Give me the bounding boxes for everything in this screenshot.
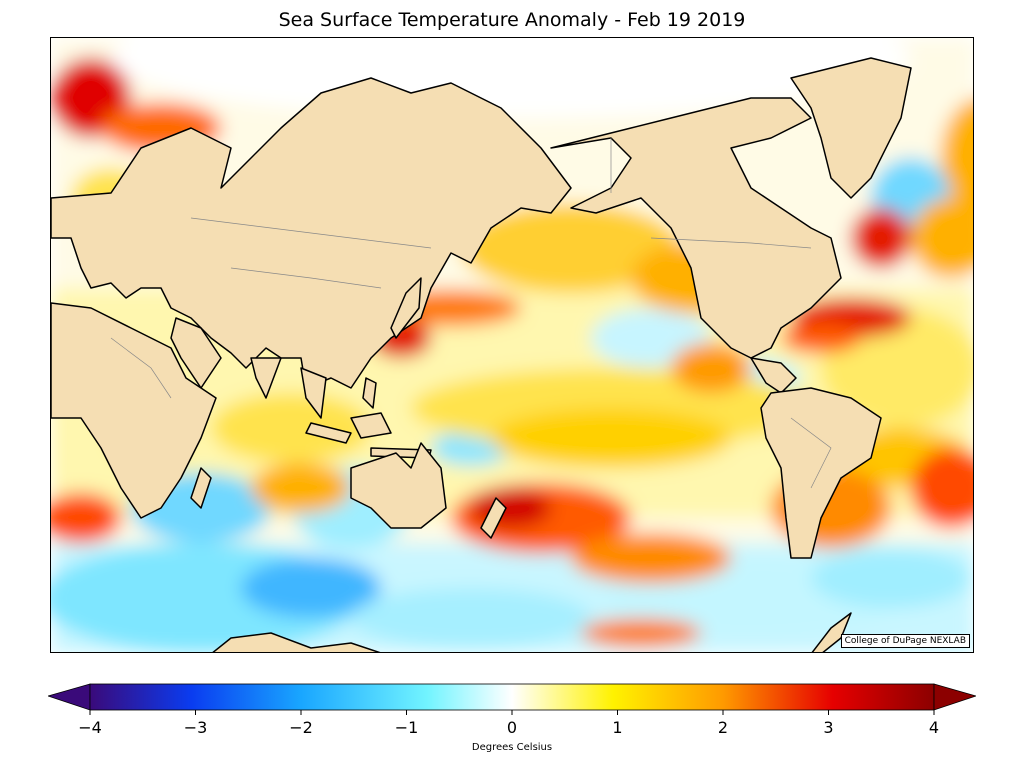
colorbar-tick-label: 1: [612, 718, 623, 737]
map-title: Sea Surface Temperature Anomaly - Feb 19…: [278, 9, 746, 31]
colorbar-max-extend: [933, 683, 976, 711]
colorbar: [48, 682, 976, 716]
colorbar-tick-label: 4: [928, 718, 940, 737]
colorbar-graphic: [48, 683, 976, 715]
colorbar-bar: [89, 683, 935, 711]
map-canvas: [51, 38, 973, 652]
colorbar-tick-label: −2: [289, 718, 313, 737]
colorbar-label: Degrees Celsius: [471, 742, 553, 753]
colorbar-ticks: [89, 710, 935, 715]
borders: [110, 138, 832, 489]
colorbar-tick-label: 3: [823, 718, 834, 737]
sst-anomaly-map: College of DuPage NEXLAB: [50, 37, 974, 653]
credit-label: College of DuPage NEXLAB: [840, 634, 970, 648]
colorbar-min-extend: [48, 683, 91, 711]
colorbar-tick-label: −3: [183, 718, 208, 737]
colorbar-tick-label: 2: [717, 718, 729, 737]
colorbar-tick-label: −4: [78, 718, 102, 737]
colorbar-tick-label: 0: [506, 718, 518, 737]
colorbar-tick-label: −1: [394, 718, 419, 737]
